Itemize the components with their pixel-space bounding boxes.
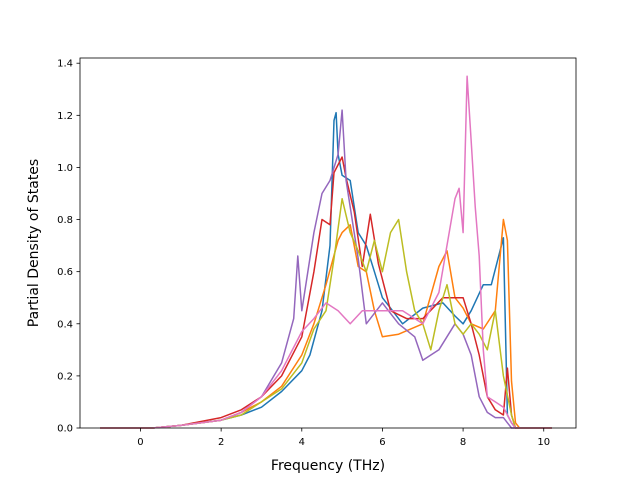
y-tick-label-4: 0.8 (57, 215, 73, 226)
x-tick-label-1: 2 (218, 437, 224, 448)
plot-frame (79, 57, 577, 429)
series-layer (100, 75, 552, 429)
y-tick-label-0: 0.0 (57, 424, 73, 435)
y-tick-label-1: 0.2 (57, 371, 73, 382)
x-tick-label-5: 10 (537, 437, 550, 448)
series-line-5 (100, 197, 552, 429)
x-tick-label-2: 4 (299, 437, 305, 448)
y-axis-ticks: 0.0 0.2 0.4 0.6 0.8 1.0 1.2 1.4 (57, 59, 80, 435)
x-axis-ticks: 0 2 4 6 8 10 (137, 428, 550, 448)
y-axis-title: Partial Density of States (26, 159, 42, 327)
series-line-1 (100, 111, 552, 429)
y-tick-label-5: 1.0 (57, 163, 73, 174)
x-axis-title: Frequency (THz) (271, 458, 385, 474)
series-line-6 (100, 75, 552, 429)
x-tick-label-4: 8 (460, 437, 466, 448)
y-tick-label-2: 0.4 (57, 319, 73, 330)
y-tick-label-3: 0.6 (57, 267, 73, 278)
x-tick-label-3: 6 (379, 437, 385, 448)
y-tick-label-7: 1.4 (57, 59, 73, 70)
series-line-4 (100, 109, 552, 429)
x-tick-label-0: 0 (137, 437, 143, 448)
y-tick-label-6: 1.2 (57, 111, 73, 122)
